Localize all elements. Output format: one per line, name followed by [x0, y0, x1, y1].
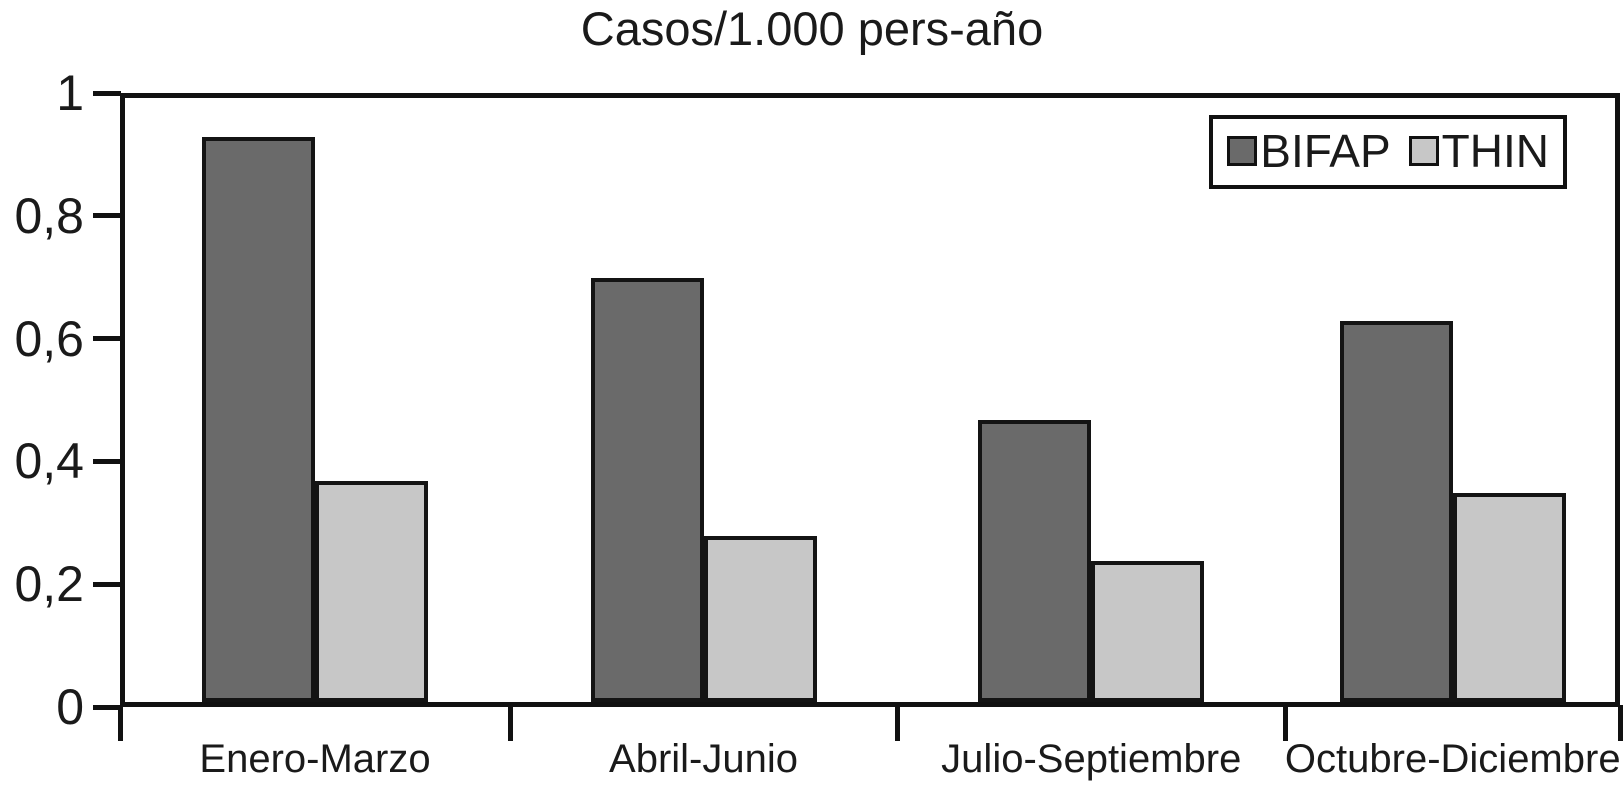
- chart-title: Casos/1.000 pers-año: [580, 2, 1044, 55]
- legend-label-bifap: BIFAP: [1260, 125, 1391, 177]
- x-axis-tick: [1283, 705, 1288, 741]
- x-category-label: Enero-Marzo: [199, 737, 431, 781]
- y-axis-tick: [93, 581, 121, 587]
- y-axis-tick-label: 0,4: [14, 433, 84, 490]
- bar-thin-octubre-diciembre: [1452, 493, 1566, 702]
- x-category-label: Octubre-Diciembre: [1284, 737, 1621, 781]
- y-axis-tick-label: 0,2: [14, 556, 84, 613]
- x-category-label: Abril-Junio: [609, 737, 798, 781]
- legend-swatch-bifap: [1227, 136, 1258, 166]
- y-axis-tick: [93, 458, 121, 464]
- x-category-label: Julio-Septiembre: [941, 737, 1242, 781]
- legend-swatch-thin: [1408, 136, 1439, 166]
- y-axis-tick-label: 1: [56, 65, 84, 121]
- legend: BIFAP THIN: [1209, 115, 1567, 189]
- bar-bifap-enero-marzo: [202, 137, 315, 702]
- y-axis-tick: [93, 336, 121, 342]
- plot-area: BIFAP THIN: [120, 93, 1620, 707]
- bar-thin-enero-marzo: [315, 481, 428, 702]
- y-axis-tick: [93, 704, 121, 710]
- x-axis-tick: [1617, 705, 1623, 741]
- y-axis-tick: [93, 90, 121, 96]
- y-axis-tick-label: 0,6: [14, 310, 84, 367]
- bar-bifap-abril-junio: [590, 278, 704, 702]
- y-axis-tick-label: 0: [56, 679, 84, 735]
- bar-bifap-julio-septiembre: [978, 420, 1092, 702]
- legend-item-thin: THIN: [1408, 125, 1549, 177]
- x-axis-tick: [894, 705, 900, 741]
- x-axis-tick: [117, 705, 123, 741]
- bar-thin-julio-septiembre: [1091, 561, 1205, 702]
- y-axis-tick-label: 0,8: [14, 187, 84, 244]
- legend-label-thin: THIN: [1441, 125, 1549, 177]
- x-axis-tick: [507, 705, 513, 741]
- y-axis-tick: [93, 213, 121, 219]
- bar-bifap-octubre-diciembre: [1339, 321, 1453, 702]
- legend-item-bifap: BIFAP: [1227, 125, 1391, 177]
- bar-thin-abril-junio: [703, 536, 817, 702]
